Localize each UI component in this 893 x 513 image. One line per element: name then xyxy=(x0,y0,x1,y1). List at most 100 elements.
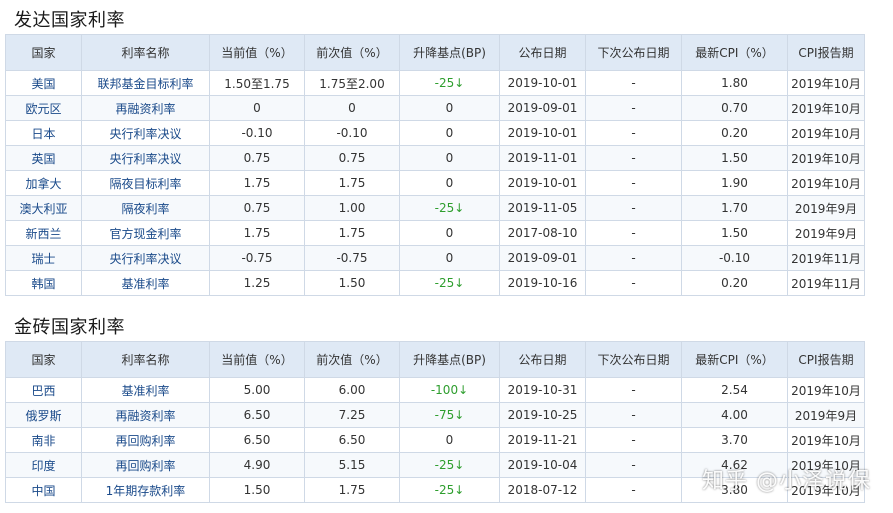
cpi-period-cell: 2019年10月 xyxy=(787,95,865,121)
cpi-cell: 4.62 xyxy=(681,452,788,478)
publish-date-cell: 2019-09-01 xyxy=(499,95,586,121)
bp-change-cell: -25↓ xyxy=(399,452,500,478)
country-cell[interactable]: 美国 xyxy=(5,70,82,96)
rate-name-cell[interactable]: 官方现金利率 xyxy=(81,220,210,246)
country-cell[interactable]: 南非 xyxy=(5,427,82,453)
next-date-cell: - xyxy=(585,95,682,121)
table-row: 欧元区 再融资利率 0 0 0 2019-09-01-0.70 2019年10月 xyxy=(5,95,865,121)
col-header-country: 国家 xyxy=(5,34,82,71)
rate-name-cell[interactable]: 央行利率决议 xyxy=(81,120,210,146)
cpi-cell: 3.80 xyxy=(681,477,788,503)
publish-date-cell: 2019-10-31 xyxy=(499,377,586,403)
country-cell[interactable]: 俄罗斯 xyxy=(5,402,82,428)
previous-value-cell: 5.15 xyxy=(304,452,400,478)
next-date-cell: - xyxy=(585,245,682,271)
cpi-cell: 1.80 xyxy=(681,70,788,96)
cpi-period-cell: 2019年9月 xyxy=(787,220,865,246)
col-header-current: 当前值（%） xyxy=(209,34,305,71)
bp-change-cell: 0 xyxy=(399,145,500,171)
country-cell[interactable]: 中国 xyxy=(5,477,82,503)
cpi-cell: 3.70 xyxy=(681,427,788,453)
bp-change-cell: -25↓ xyxy=(399,270,500,296)
cpi-period-cell: 2019年10月 xyxy=(787,377,865,403)
current-value-cell: 1.50 xyxy=(209,477,305,503)
next-date-cell: - xyxy=(585,377,682,403)
publish-date-cell: 2017-08-10 xyxy=(499,220,586,246)
bp-change-cell: 0 xyxy=(399,220,500,246)
current-value-cell: 6.50 xyxy=(209,427,305,453)
col-header-next-date: 下次公布日期 xyxy=(585,34,682,71)
table-row: 俄罗斯 再融资利率 6.50 7.25 -75↓ 2019-10-25-4.00 2019年… xyxy=(5,402,865,428)
previous-value-cell: 1.75至2.00 xyxy=(304,70,400,96)
country-cell[interactable]: 瑞士 xyxy=(5,245,82,271)
publish-date-cell: 2019-10-16 xyxy=(499,270,586,296)
rate-name-cell[interactable]: 基准利率 xyxy=(81,270,210,296)
current-value-cell: -0.75 xyxy=(209,245,305,271)
cpi-period-cell: 2019年9月 xyxy=(787,402,865,428)
col-header-country: 国家 xyxy=(5,341,82,378)
cpi-period-cell: 2019年9月 xyxy=(787,195,865,221)
cpi-cell: 1.90 xyxy=(681,170,788,196)
publish-date-cell: 2019-09-01 xyxy=(499,245,586,271)
cpi-cell: 2.54 xyxy=(681,377,788,403)
table-row: 加拿大 隔夜目标利率 1.75 1.75 0 2019-10-01-1.90 2019年10… xyxy=(5,170,865,196)
rate-name-cell[interactable]: 央行利率决议 xyxy=(81,245,210,271)
developed-section-title: 发达国家利率 xyxy=(14,10,125,31)
table-row: 印度 再回购利率 4.90 5.15 -25↓ 2019-10-04-4.62 2019年1… xyxy=(5,452,865,478)
next-date-cell: - xyxy=(585,170,682,196)
col-header-cpi-period: CPI报告期 xyxy=(787,341,865,378)
col-header-bp: 升降基点(BP) xyxy=(399,34,500,71)
rate-name-cell[interactable]: 再回购利率 xyxy=(81,427,210,453)
rate-name-cell[interactable]: 再回购利率 xyxy=(81,452,210,478)
brics-rates-table: 国家 利率名称 当前值（%） 前次值（%） 升降基点(BP) 公布日期 下次公布… xyxy=(5,341,865,503)
rate-name-cell[interactable]: 再融资利率 xyxy=(81,402,210,428)
country-cell[interactable]: 日本 xyxy=(5,120,82,146)
country-cell[interactable]: 澳大利亚 xyxy=(5,195,82,221)
table-row: 韩国 基准利率 1.25 1.50 -25↓ 2019-10-16-0.20 2019年11… xyxy=(5,270,865,296)
publish-date-cell: 2019-11-21 xyxy=(499,427,586,453)
country-cell[interactable]: 新西兰 xyxy=(5,220,82,246)
publish-date-cell: 2019-11-05 xyxy=(499,195,586,221)
previous-value-cell: 7.25 xyxy=(304,402,400,428)
country-cell[interactable]: 印度 xyxy=(5,452,82,478)
rate-name-cell[interactable]: 联邦基金目标利率 xyxy=(81,70,210,96)
country-cell[interactable]: 欧元区 xyxy=(5,95,82,121)
previous-value-cell: 0.75 xyxy=(304,145,400,171)
next-date-cell: - xyxy=(585,270,682,296)
table-header-row: 国家 利率名称 当前值（%） 前次值（%） 升降基点(BP) 公布日期 下次公布… xyxy=(5,341,865,378)
rate-name-cell[interactable]: 再融资利率 xyxy=(81,95,210,121)
current-value-cell: 5.00 xyxy=(209,377,305,403)
previous-value-cell: 1.75 xyxy=(304,170,400,196)
cpi-cell: -0.10 xyxy=(681,245,788,271)
current-value-cell: 0 xyxy=(209,95,305,121)
cpi-period-cell: 2019年10月 xyxy=(787,70,865,96)
country-cell[interactable]: 巴西 xyxy=(5,377,82,403)
brics-section-title: 金砖国家利率 xyxy=(14,317,125,338)
rate-name-cell[interactable]: 隔夜利率 xyxy=(81,195,210,221)
cpi-cell: 1.50 xyxy=(681,145,788,171)
bp-change-cell: -25↓ xyxy=(399,70,500,96)
cpi-cell: 1.70 xyxy=(681,195,788,221)
cpi-period-cell: 2019年10月 xyxy=(787,120,865,146)
country-cell[interactable]: 加拿大 xyxy=(5,170,82,196)
rate-name-cell[interactable]: 隔夜目标利率 xyxy=(81,170,210,196)
cpi-cell: 1.50 xyxy=(681,220,788,246)
table-row: 新西兰 官方现金利率 1.75 1.75 0 2017-08-10-1.50 2019年9月 xyxy=(5,220,865,246)
publish-date-cell: 2019-10-01 xyxy=(499,170,586,196)
rate-name-cell[interactable]: 基准利率 xyxy=(81,377,210,403)
country-cell[interactable]: 韩国 xyxy=(5,270,82,296)
rate-name-cell[interactable]: 央行利率决议 xyxy=(81,145,210,171)
col-header-cpi-period: CPI报告期 xyxy=(787,34,865,71)
country-cell[interactable]: 英国 xyxy=(5,145,82,171)
developed-rates-table: 国家 利率名称 当前值（%） 前次值（%） 升降基点(BP) 公布日期 下次公布… xyxy=(5,34,865,296)
table-header-row: 国家 利率名称 当前值（%） 前次值（%） 升降基点(BP) 公布日期 下次公布… xyxy=(5,34,865,71)
previous-value-cell: 1.75 xyxy=(304,477,400,503)
current-value-cell: 0.75 xyxy=(209,145,305,171)
table-row: 英国 央行利率决议 0.75 0.75 0 2019-11-01-1.50 2019年10月 xyxy=(5,145,865,171)
publish-date-cell: 2018-07-12 xyxy=(499,477,586,503)
col-header-next-date: 下次公布日期 xyxy=(585,341,682,378)
current-value-cell: 1.50至1.75 xyxy=(209,70,305,96)
cpi-period-cell: 2019年10月 xyxy=(787,427,865,453)
rate-name-cell[interactable]: 1年期存款利率 xyxy=(81,477,210,503)
bp-change-cell: -75↓ xyxy=(399,402,500,428)
